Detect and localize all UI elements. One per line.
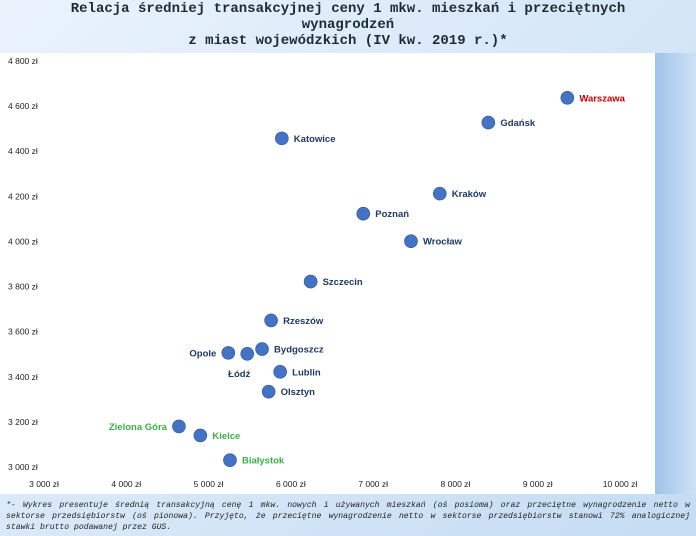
- data-point-olsztyn: [261, 384, 276, 399]
- decorative-side-strip: [655, 53, 696, 494]
- y-tick-label: 3 200 zł: [8, 417, 38, 427]
- data-label: Opole: [189, 348, 216, 359]
- y-tick-label: 3 000 zł: [8, 462, 38, 472]
- data-label: Wrocław: [423, 237, 463, 248]
- data-point-opole: [221, 346, 236, 360]
- y-tick-label: 3 800 zł: [8, 282, 38, 292]
- data-label: Łódź: [228, 369, 250, 380]
- data-point-katowice: [275, 131, 289, 146]
- footnote: *- Wykres presentuje średnią transakcyjn…: [6, 501, 690, 532]
- chart-title-line-3: z miast wojewódzkich (IV kw. 2019 r.)*: [188, 33, 508, 49]
- data-label: Gdańsk: [500, 118, 536, 129]
- data-label: Warszawa: [579, 93, 625, 104]
- data-labels: Warszawa Gdańsk Katowice Kraków Poznań Wrocła…: [109, 93, 626, 466]
- data-point-kraków: [432, 186, 447, 201]
- y-tick-label: 4 200 zł: [8, 191, 38, 201]
- plot-area: [0, 53, 655, 494]
- y-tick-label: 4 800 zł: [8, 56, 38, 66]
- data-point-wrocław: [404, 234, 418, 249]
- data-label: Rzeszów: [283, 316, 324, 327]
- data-point-zielona-góra: [172, 419, 186, 434]
- data-label: Kielce: [212, 431, 240, 442]
- y-tick-label: 3 600 zł: [8, 327, 38, 337]
- x-tick-label: 4 000 zł: [111, 479, 141, 489]
- data-label: Lublin: [292, 367, 321, 378]
- data-point-szczecin: [303, 274, 318, 289]
- y-axis-ticks: 3 000 zł 3 200 zł 3 400 zł 3 600 zł 3 800 zł…: [8, 56, 38, 472]
- data-label: Olsztyn: [281, 387, 316, 398]
- data-point-bydgoszcz: [255, 342, 269, 356]
- x-tick-label: 10 000 zł: [603, 479, 638, 489]
- data-label: Kraków: [452, 189, 487, 200]
- data-point-łódź: [240, 346, 255, 361]
- data-label: Białystok: [242, 456, 285, 467]
- x-tick-label: 3 000 zł: [29, 479, 59, 489]
- data-label: Poznań: [375, 209, 409, 220]
- data-point-lublin: [273, 365, 287, 379]
- y-tick-label: 4 400 zł: [8, 146, 38, 156]
- data-point-warszawa: [560, 90, 575, 105]
- data-point-poznań: [356, 206, 371, 221]
- y-tick-label: 3 400 zł: [8, 372, 38, 382]
- data-label: Bydgoszcz: [274, 345, 324, 356]
- x-tick-label: 6 000 zł: [276, 479, 306, 489]
- x-tick-label: 9 000 zł: [523, 479, 553, 489]
- data-point-białystok: [223, 453, 237, 468]
- chart-title-line-2: wynagrodzeń: [301, 17, 395, 33]
- data-label: Szczecin: [323, 277, 363, 288]
- data-label: Katowice: [294, 134, 336, 145]
- data-point-gdańsk: [481, 115, 496, 130]
- chart-title: Relacja średniej transakcyjnej ceny 1 mk…: [0, 1, 696, 49]
- data-points: [172, 90, 575, 468]
- data-label: Zielona Góra: [109, 422, 168, 433]
- x-tick-label: 5 000 zł: [194, 479, 224, 489]
- x-axis-ticks: 3 000 zł 4 000 zł 5 000 zł 6 000 zł 7 000 zł…: [29, 479, 637, 489]
- y-tick-label: 4 000 zł: [8, 236, 38, 246]
- x-tick-label: 8 000 zł: [441, 479, 471, 489]
- data-point-kielce: [193, 428, 208, 443]
- y-tick-label: 4 600 zł: [8, 101, 38, 111]
- chart-title-line-1: Relacja średniej transakcyjnej ceny 1 mk…: [70, 1, 626, 17]
- x-tick-label: 7 000 zł: [358, 479, 388, 489]
- data-point-rzeszów: [264, 313, 278, 328]
